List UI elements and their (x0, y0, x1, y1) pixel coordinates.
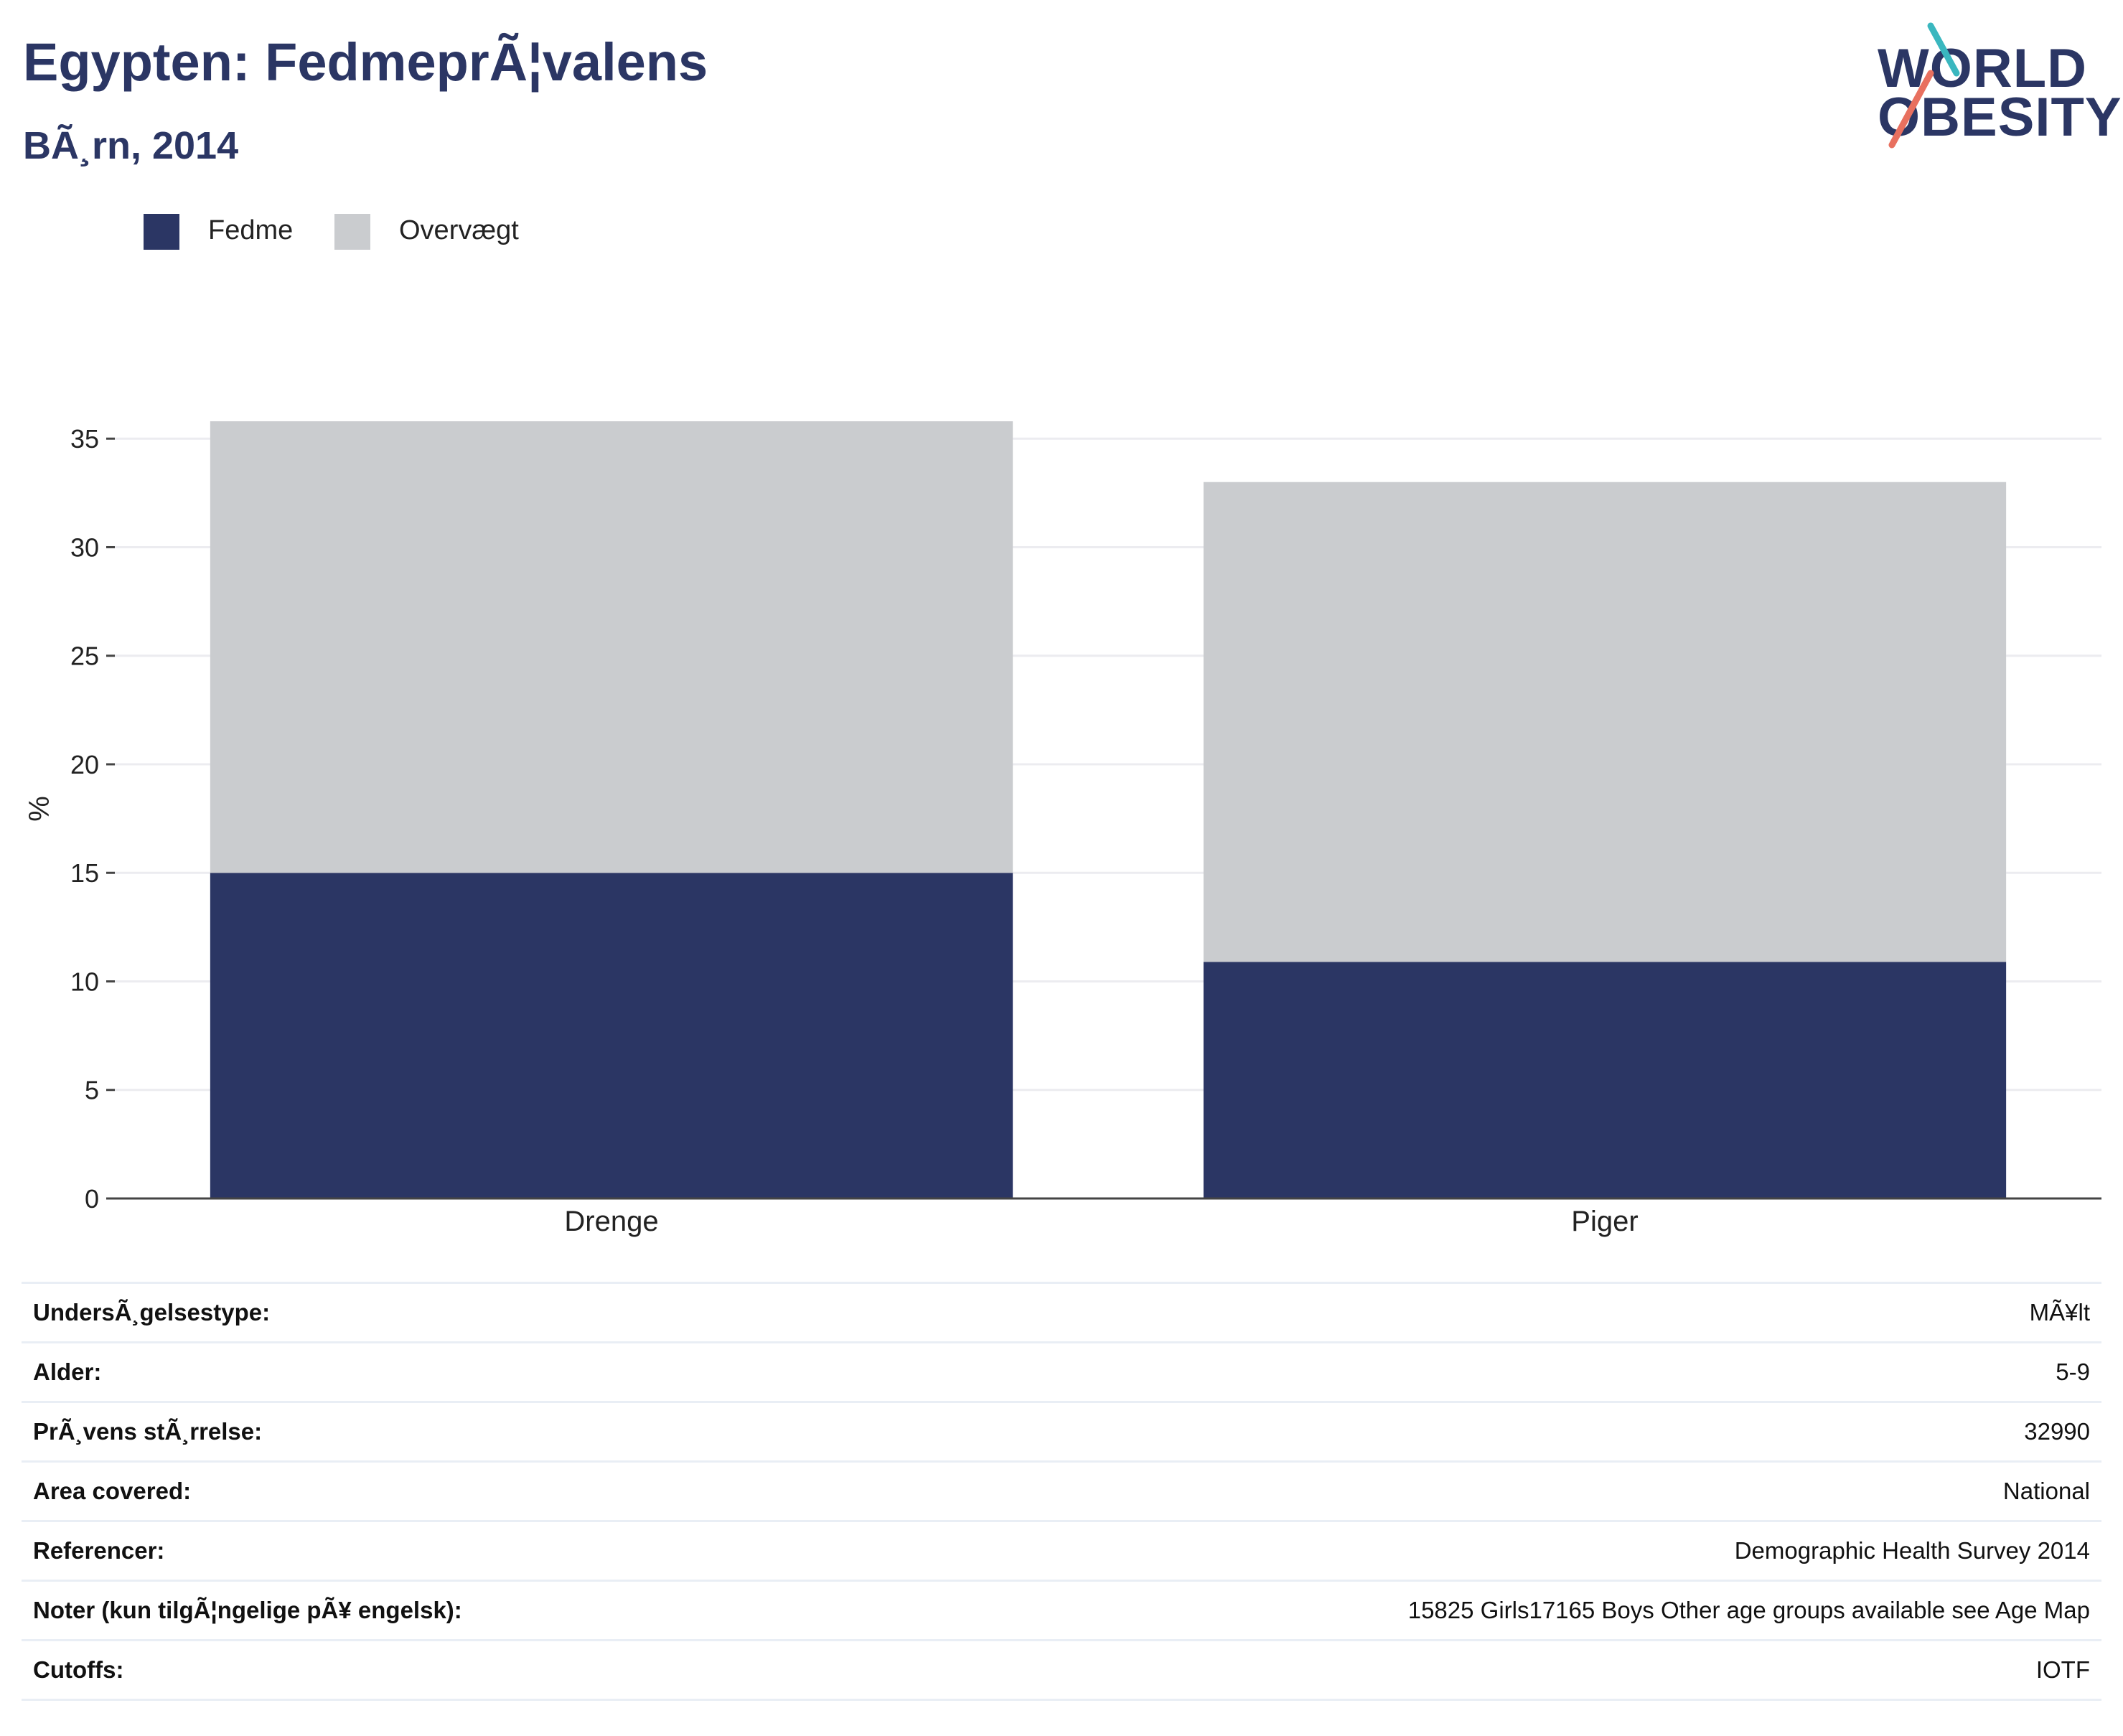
info-value: IOTF (2035, 1656, 2090, 1683)
info-value: 32990 (2024, 1418, 2090, 1445)
info-key: PrÃ¸vens stÃ¸rrelse: (33, 1418, 263, 1445)
info-row: Referencer: Demographic Health Survey 201… (22, 1521, 2101, 1581)
info-key: Referencer: (33, 1537, 165, 1564)
y-tick-label: 25 (70, 642, 99, 671)
info-key: Noter (kun tilgÃ¦ngelige pÃ¥ engelsk): (33, 1597, 462, 1623)
y-tick-label: 35 (70, 424, 99, 454)
logo-slash-icon (1888, 22, 1960, 149)
info-value: National (2002, 1478, 2090, 1504)
legend-swatch-fedme (144, 214, 179, 250)
y-tick-label: 5 (85, 1076, 99, 1105)
bar-overvgt-drenge (210, 421, 1013, 873)
y-tick-label: 20 (70, 750, 99, 779)
x-category-label: Drenge (564, 1206, 658, 1237)
legend-swatch-overvaegt (334, 214, 370, 250)
bar-overvgt-piger (1203, 482, 2007, 962)
info-key: UndersÃ¸gelsestype: (33, 1299, 271, 1326)
info-row: UndersÃ¸gelsestype: MÃ¥lt (22, 1282, 2101, 1343)
info-key: Alder: (33, 1359, 102, 1385)
info-row: Alder: 5-9 (22, 1342, 2101, 1402)
info-row: Noter (kun tilgÃ¦ngelige pÃ¥ engelsk): 15… (22, 1580, 2101, 1641)
info-value: 15825 Girls17165 Boys Other age groups a… (1407, 1597, 2090, 1623)
page-subtitle: BÃ¸rn, 2014 (23, 124, 239, 167)
info-value: MÃ¥lt (2029, 1299, 2090, 1326)
info-row: Area covered: National (22, 1461, 2101, 1521)
x-category-label: Piger (1571, 1206, 1638, 1237)
y-tick-label: 15 (70, 858, 99, 888)
legend-label-fedme: Fedme (208, 215, 294, 245)
info-value: 5-9 (2056, 1359, 2090, 1385)
info-key: Area covered: (33, 1478, 192, 1504)
y-tick-label: 30 (70, 532, 99, 562)
info-value: Demographic Health Survey 2014 (1734, 1537, 2090, 1564)
bar-fedme-piger (1203, 962, 2007, 1198)
info-row: Cutoffs: IOTF (22, 1640, 2101, 1700)
info-table: UndersÃ¸gelsestype: MÃ¥lt Alder: 5-9 PrÃ¸ven… (22, 1282, 2101, 1701)
y-tick-label: 0 (85, 1184, 99, 1214)
info-key: Cutoffs: (33, 1656, 124, 1683)
logo-text-line1: WORLD (1878, 38, 2088, 99)
page-title: Egypten: FedmeprÃ¦valens (23, 32, 708, 92)
info-row: PrÃ¸vens stÃ¸rrelse: 32990 (22, 1402, 2101, 1462)
legend-label-overvaegt: Overvægt (399, 215, 519, 245)
bar-chart: 0 5 10 15 20 25 30 35 Drenge Piger% (24, 421, 2101, 1237)
bar-fedme-drenge (210, 873, 1013, 1198)
world-obesity-logo: WORLD OBESITY (1866, 20, 2122, 156)
y-tick-label: 10 (70, 967, 99, 996)
y-axis-label: % (24, 796, 55, 822)
